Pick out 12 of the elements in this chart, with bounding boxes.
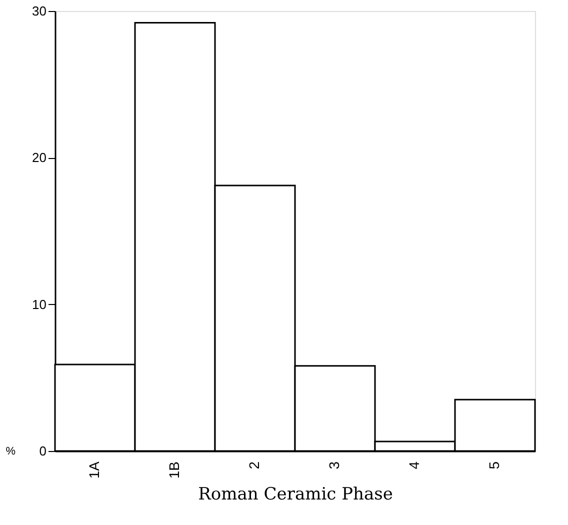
y-tick-label: 20 — [32, 150, 46, 166]
x-tick-label: 4 — [406, 461, 422, 470]
y-tick-label: 30 — [32, 4, 46, 18]
y-tick-label: 0 — [39, 444, 46, 458]
y-axis-title: % — [6, 446, 16, 458]
x-tick-label: 3 — [326, 461, 342, 470]
x-tick-label: 1A — [86, 460, 102, 479]
x-tick-label: 1B — [166, 462, 182, 479]
x-tick-label: 5 — [486, 461, 502, 470]
y-tick-label: 10 — [32, 296, 46, 312]
x-axis-title: Roman Ceramic Phase — [198, 484, 393, 505]
x-tick-label: 2 — [246, 461, 262, 470]
